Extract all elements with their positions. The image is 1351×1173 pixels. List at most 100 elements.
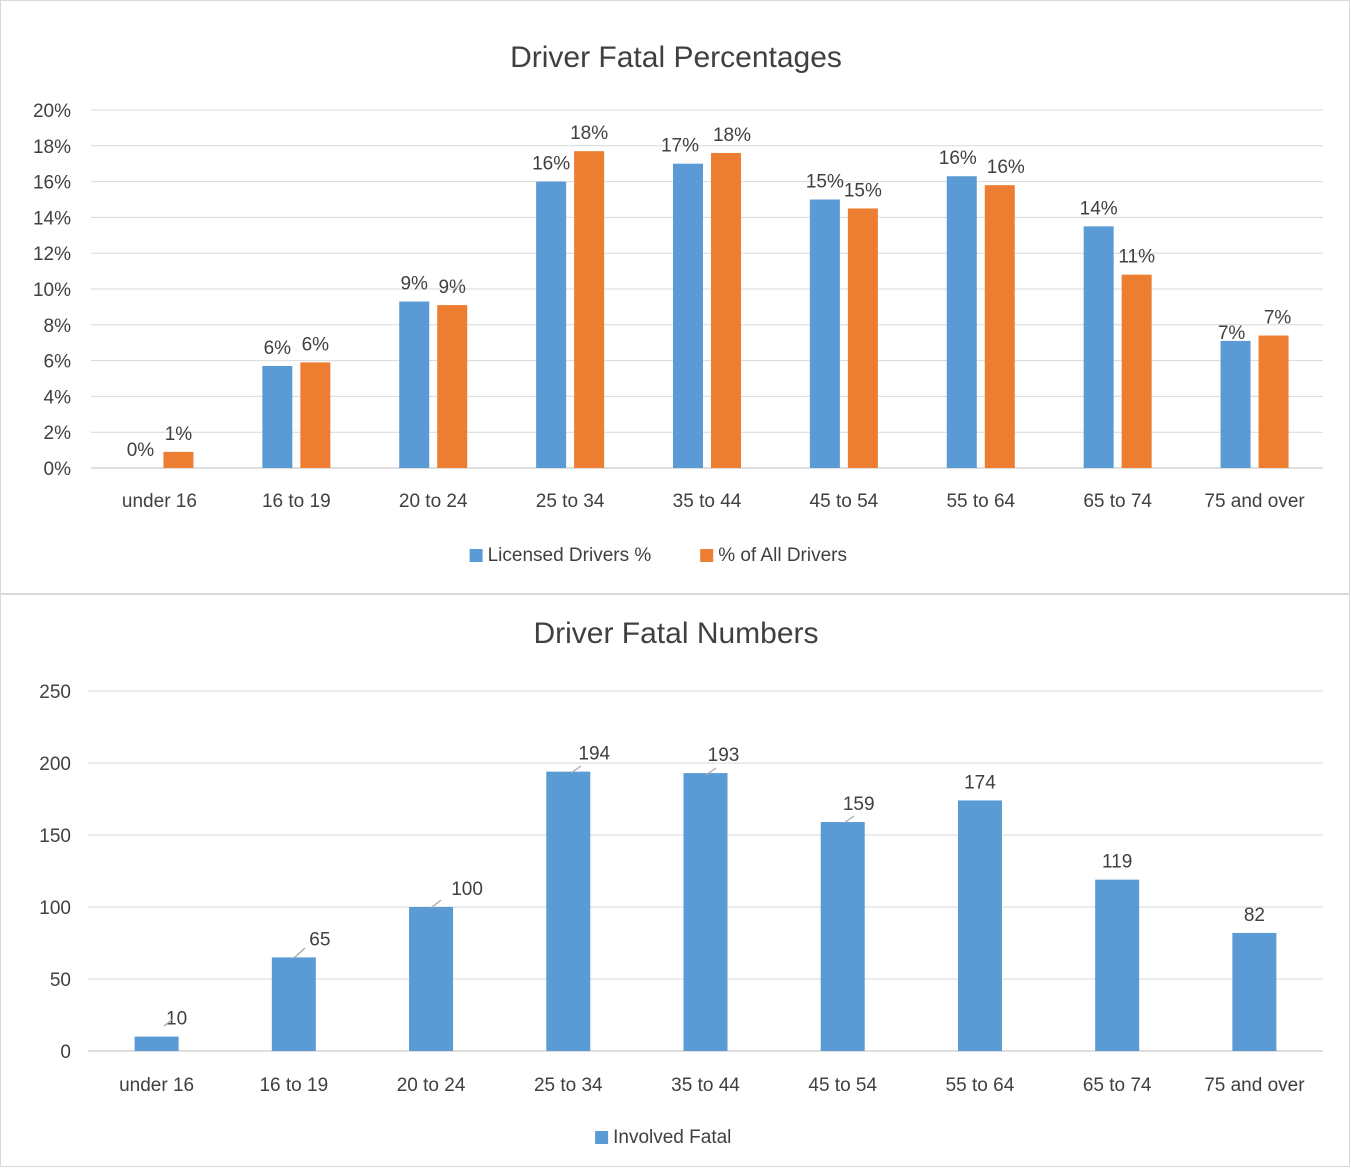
data-label: 17% bbox=[661, 136, 699, 157]
label-leader-line bbox=[452, 280, 463, 292]
x-tick-label: 25 to 34 bbox=[536, 491, 605, 512]
data-label: 16% bbox=[987, 157, 1025, 178]
data-label: 14% bbox=[1080, 198, 1118, 219]
y-tick-label: 20% bbox=[33, 101, 71, 122]
bar bbox=[1121, 274, 1152, 468]
bar bbox=[809, 199, 840, 468]
bar bbox=[1258, 335, 1289, 468]
data-label: 11% bbox=[1118, 247, 1155, 268]
x-tick-label: 45 to 54 bbox=[808, 1075, 877, 1096]
bar bbox=[946, 176, 977, 469]
data-label: 9% bbox=[400, 274, 428, 295]
data-label: 10 bbox=[166, 1009, 187, 1030]
data-label: 16% bbox=[939, 148, 977, 169]
x-tick-label: 16 to 19 bbox=[262, 491, 331, 512]
percentages-chart: Driver Fatal Percentages 0% 2% 4% 6% 8% 10% 12%… bbox=[33, 41, 1323, 566]
y-tick-label: 100 bbox=[39, 898, 71, 919]
x-tick-label: 65 to 74 bbox=[1083, 491, 1152, 512]
y-tick-label: 50 bbox=[50, 970, 71, 991]
label-leader-line bbox=[843, 815, 855, 824]
label-leader-line bbox=[163, 1018, 174, 1027]
y-tick-label: 18% bbox=[33, 137, 71, 158]
bar bbox=[163, 451, 194, 468]
data-label: 0% bbox=[127, 440, 155, 461]
data-label: 119 bbox=[1102, 852, 1132, 873]
legend-swatch bbox=[700, 549, 714, 562]
data-label: 159 bbox=[843, 794, 875, 815]
y-tick-label: 4% bbox=[44, 387, 72, 408]
bar bbox=[262, 365, 293, 468]
legend-label: Licensed Drivers % bbox=[488, 545, 652, 566]
data-label: 18% bbox=[570, 123, 608, 144]
x-tick-label: under 16 bbox=[122, 491, 197, 512]
numbers-chart-panel: Driver Fatal Numbers 0 50 100 150 200 250 under… bbox=[0, 594, 1350, 1167]
x-tick-label: 20 to 24 bbox=[399, 491, 468, 512]
bar bbox=[271, 957, 316, 1051]
y-tick-label: 12% bbox=[33, 244, 71, 265]
bar bbox=[574, 151, 605, 469]
x-tick-label: 45 to 54 bbox=[810, 491, 879, 512]
y-tick-label: 200 bbox=[39, 754, 71, 775]
bar bbox=[1232, 932, 1277, 1051]
y-tick-label: 6% bbox=[44, 352, 72, 373]
data-label: 7% bbox=[1218, 323, 1246, 344]
chart-title: Driver Fatal Percentages bbox=[510, 41, 842, 74]
bar bbox=[1095, 879, 1140, 1051]
y-tick-label: 250 bbox=[39, 682, 71, 703]
y-tick-label: 0 bbox=[60, 1042, 71, 1063]
data-label: 1% bbox=[165, 424, 193, 445]
data-label: 16% bbox=[532, 154, 570, 175]
data-label: 82 bbox=[1244, 905, 1265, 926]
y-tick-label: 14% bbox=[33, 208, 71, 229]
bar bbox=[300, 362, 331, 468]
bar bbox=[673, 163, 703, 468]
x-tick-label: 25 to 34 bbox=[534, 1075, 603, 1096]
x-tick-label: 16 to 19 bbox=[259, 1075, 328, 1096]
y-tick-label: 10% bbox=[33, 280, 71, 301]
y-tick-label: 2% bbox=[44, 423, 72, 444]
x-tick-label: 75 and over bbox=[1204, 491, 1305, 512]
label-leader-line bbox=[705, 767, 717, 776]
data-label: 100 bbox=[451, 879, 483, 900]
y-tick-label: 0% bbox=[44, 459, 72, 480]
data-label: 7% bbox=[1264, 308, 1292, 329]
data-label: 18% bbox=[713, 125, 751, 146]
label-leader-line bbox=[430, 899, 442, 909]
y-tick-label: 150 bbox=[39, 826, 71, 847]
bar bbox=[546, 771, 591, 1051]
bar bbox=[134, 1036, 179, 1051]
bar bbox=[984, 185, 1015, 468]
bar bbox=[711, 152, 741, 468]
y-tick-label: 8% bbox=[44, 316, 72, 337]
bar bbox=[437, 305, 468, 468]
y-tick-label: 16% bbox=[33, 173, 71, 194]
data-label: 15% bbox=[806, 172, 844, 193]
data-label: 193 bbox=[708, 745, 740, 766]
data-label: 65 bbox=[309, 929, 330, 950]
data-label: 174 bbox=[964, 772, 996, 793]
data-label: 9% bbox=[438, 277, 466, 298]
x-tick-label: 35 to 44 bbox=[673, 491, 742, 512]
bar bbox=[957, 800, 1002, 1051]
legend-label: % of All Drivers bbox=[718, 545, 847, 566]
legend-swatch bbox=[595, 1131, 609, 1144]
x-tick-label: under 16 bbox=[119, 1075, 194, 1096]
x-tick-label: 20 to 24 bbox=[397, 1075, 466, 1096]
bar bbox=[683, 773, 728, 1051]
percentages-chart-panel: Driver Fatal Percentages 0% 2% 4% 6% 8% 10% 12%… bbox=[0, 0, 1350, 594]
label-leader-line bbox=[293, 947, 306, 959]
bar bbox=[399, 301, 430, 468]
bar bbox=[409, 907, 454, 1051]
legend-swatch bbox=[469, 549, 483, 562]
label-leader-line bbox=[570, 765, 582, 774]
bar bbox=[536, 181, 567, 468]
data-label: 15% bbox=[844, 180, 882, 201]
numbers-chart: Driver Fatal Numbers 0 50 100 150 200 250 under… bbox=[39, 617, 1323, 1148]
x-tick-label: 75 and over bbox=[1204, 1075, 1305, 1096]
legend-label: Involved Fatal bbox=[613, 1127, 731, 1148]
data-label: 6% bbox=[264, 338, 292, 359]
chart-title: Driver Fatal Numbers bbox=[533, 617, 818, 650]
bar bbox=[1083, 226, 1114, 468]
data-label: 194 bbox=[578, 744, 610, 765]
data-label: 6% bbox=[302, 334, 330, 355]
